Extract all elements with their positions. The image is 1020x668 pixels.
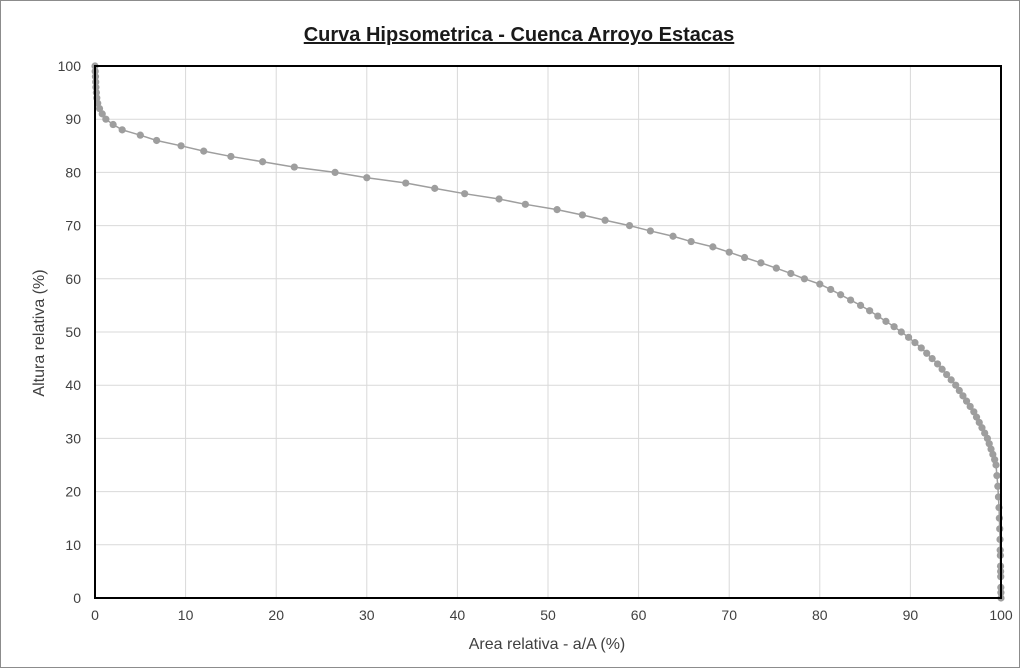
data-point: [136, 131, 144, 139]
data-point: [725, 248, 733, 256]
data-point: [856, 301, 865, 309]
y-tick-label: 60: [65, 271, 81, 287]
data-point: [981, 429, 989, 437]
data-point: [431, 184, 439, 192]
data-point: [816, 280, 824, 288]
data-point: [625, 222, 634, 230]
y-axis-label: Altura relativa (%): [31, 269, 48, 396]
data-point: [331, 168, 339, 176]
data-point: [874, 312, 882, 320]
data-point: [996, 525, 1004, 533]
y-tick-label: 50: [65, 324, 81, 340]
data-point: [200, 147, 208, 155]
chart-title: Curva Hipsometrica - Cuenca Arroyo Estac…: [304, 24, 735, 46]
x-tick-labels: 0 10 20 30 40 50 60 70 80 90 100: [91, 607, 1013, 623]
data-point: [578, 211, 587, 219]
data-point: [495, 195, 503, 203]
data-point: [966, 402, 974, 411]
data-point: [972, 413, 981, 421]
y-tick-labels: 0 10 20 30 40 50 60 70 80 90 100: [58, 58, 82, 606]
data-point: [177, 142, 185, 150]
x-tick-label: 90: [903, 607, 919, 623]
y-tick-label: 90: [65, 111, 81, 127]
data-point: [259, 158, 267, 166]
data-point: [933, 360, 942, 368]
y-tick-label: 30: [65, 430, 81, 446]
data-point: [109, 120, 117, 129]
x-tick-label: 10: [178, 607, 194, 623]
data-point: [772, 264, 780, 272]
y-tick-label: 0: [73, 590, 81, 606]
data-point: [521, 200, 529, 208]
data-point: [992, 461, 1000, 469]
x-tick-label: 50: [540, 607, 556, 623]
data-point: [938, 365, 946, 373]
data-point: [955, 386, 963, 395]
data-point: [882, 317, 890, 325]
data-point: [687, 237, 695, 246]
x-tick-label: 40: [450, 607, 466, 623]
data-point: [952, 381, 960, 389]
y-tick-label: 40: [65, 377, 81, 393]
data-point: [911, 339, 919, 347]
data-point: [943, 370, 951, 379]
data-point: [827, 285, 835, 294]
data-point: [98, 110, 106, 118]
data-point: [646, 227, 654, 235]
x-tick-label: 60: [631, 607, 647, 623]
data-point: [866, 307, 874, 315]
y-tick-label: 80: [65, 164, 81, 180]
data-point: [917, 344, 925, 352]
data-point: [962, 397, 971, 405]
x-tick-label: 0: [91, 607, 99, 623]
data-point: [402, 179, 410, 187]
y-tick-label: 20: [65, 484, 81, 500]
data-point: [837, 291, 845, 299]
y-tick-label: 70: [65, 218, 81, 234]
data-point: [923, 349, 931, 357]
data-point: [947, 376, 955, 384]
plot-series: [91, 62, 1005, 602]
data-point: [553, 206, 561, 214]
data-point: [290, 163, 298, 171]
data-point: [102, 115, 110, 123]
data-point: [461, 190, 469, 198]
x-tick-label: 20: [268, 607, 284, 623]
data-point: [741, 253, 749, 262]
data-point: [757, 259, 765, 267]
data-point: [709, 243, 717, 251]
data-point: [847, 296, 855, 304]
data-point: [800, 275, 808, 283]
data-point: [890, 323, 898, 331]
y-tick-label: 10: [65, 537, 81, 553]
x-axis-label: Area relativa - a/A (%): [469, 636, 626, 653]
data-point: [363, 174, 371, 182]
data-point: [970, 408, 978, 416]
data-point: [978, 424, 986, 432]
x-tick-label: 30: [359, 607, 375, 623]
data-point: [928, 355, 936, 363]
data-point: [118, 126, 126, 134]
plot-border: [94, 65, 1002, 599]
x-tick-label: 80: [812, 607, 828, 623]
x-tick-label: 70: [721, 607, 737, 623]
data-point: [787, 269, 795, 278]
y-tick-label: 100: [58, 58, 82, 74]
data-point: [227, 152, 235, 161]
x-tick-label: 100: [989, 607, 1013, 623]
data-point: [975, 418, 983, 427]
data-point: [669, 232, 677, 240]
data-point: [95, 104, 104, 113]
data-point: [959, 392, 967, 400]
data-point: [601, 216, 609, 224]
data-point: [904, 333, 913, 341]
data-point: [993, 472, 1001, 480]
data-point: [994, 482, 1002, 490]
data-point: [897, 328, 905, 336]
data-point: [153, 136, 161, 145]
grid-lines: [94, 65, 1002, 599]
